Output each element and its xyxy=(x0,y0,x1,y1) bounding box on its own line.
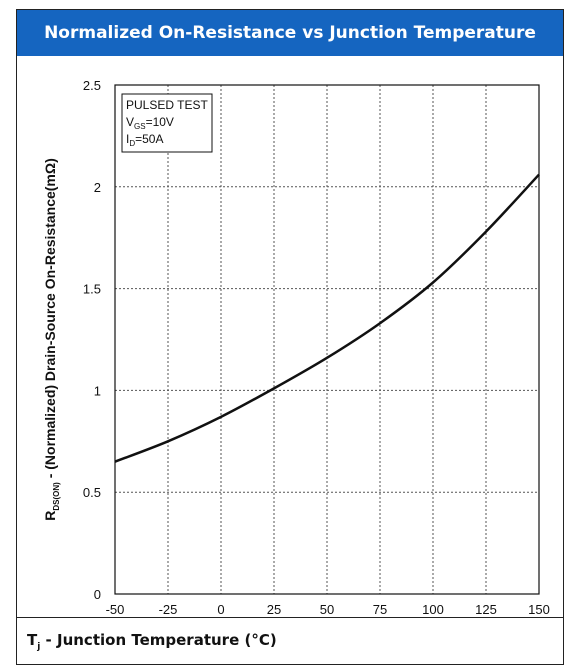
x-tick-label: 100 xyxy=(422,602,444,617)
x-tick-label: 150 xyxy=(528,602,550,617)
chart-frame: Normalized On-Resistance vs Junction Tem… xyxy=(16,9,564,665)
chart-area: -50 -25 0 25 50 75 100 125 150 0 0.5 1 1.5 2 2.5 PULSE… xyxy=(17,56,563,617)
series-layer xyxy=(114,173,540,463)
x-tick-label: 125 xyxy=(475,602,497,617)
y-tick-label: 2 xyxy=(94,180,101,195)
y-tick-label: 2.5 xyxy=(83,78,101,93)
x-tick-label: 25 xyxy=(267,602,281,617)
y-tick-label: 0.5 xyxy=(83,485,101,500)
x-tick-label: -25 xyxy=(159,602,178,617)
annotation-pulsed-test: PULSED TEST xyxy=(126,98,208,112)
plot-frame xyxy=(114,84,540,595)
y-tick-label: 0 xyxy=(94,587,101,602)
y-axis-label: RDS(ON) - (Normalized) Drain-Source On-R… xyxy=(42,158,61,521)
x-tick-label: 50 xyxy=(320,602,334,617)
y-tick-label: 1.5 xyxy=(83,282,101,297)
x-axis-label: Tj - Junction Temperature (°C) xyxy=(17,617,563,664)
annotation-vgs: VGS=10V xyxy=(126,115,174,131)
grid-layer xyxy=(115,85,539,594)
x-tick-label: -50 xyxy=(106,602,125,617)
chart-svg: -50 -25 0 25 50 75 100 125 150 0 0.5 1 1.5 2 2.5 PULSE… xyxy=(42,78,550,617)
x-tick-label: 75 xyxy=(373,602,387,617)
chart-title: Normalized On-Resistance vs Junction Tem… xyxy=(17,10,563,56)
annotation-id: ID=50A xyxy=(126,132,163,148)
annotation-rect xyxy=(121,93,213,153)
x-tick-label: 0 xyxy=(217,602,224,617)
annotation-box: PULSED TEST VGS=10V ID=50A xyxy=(121,93,213,153)
series-line xyxy=(114,173,540,463)
tick-layer: -50 -25 0 25 50 75 100 125 150 0 0.5 1 1.5 2 2.5 xyxy=(83,78,550,617)
y-tick-label: 1 xyxy=(94,383,101,398)
